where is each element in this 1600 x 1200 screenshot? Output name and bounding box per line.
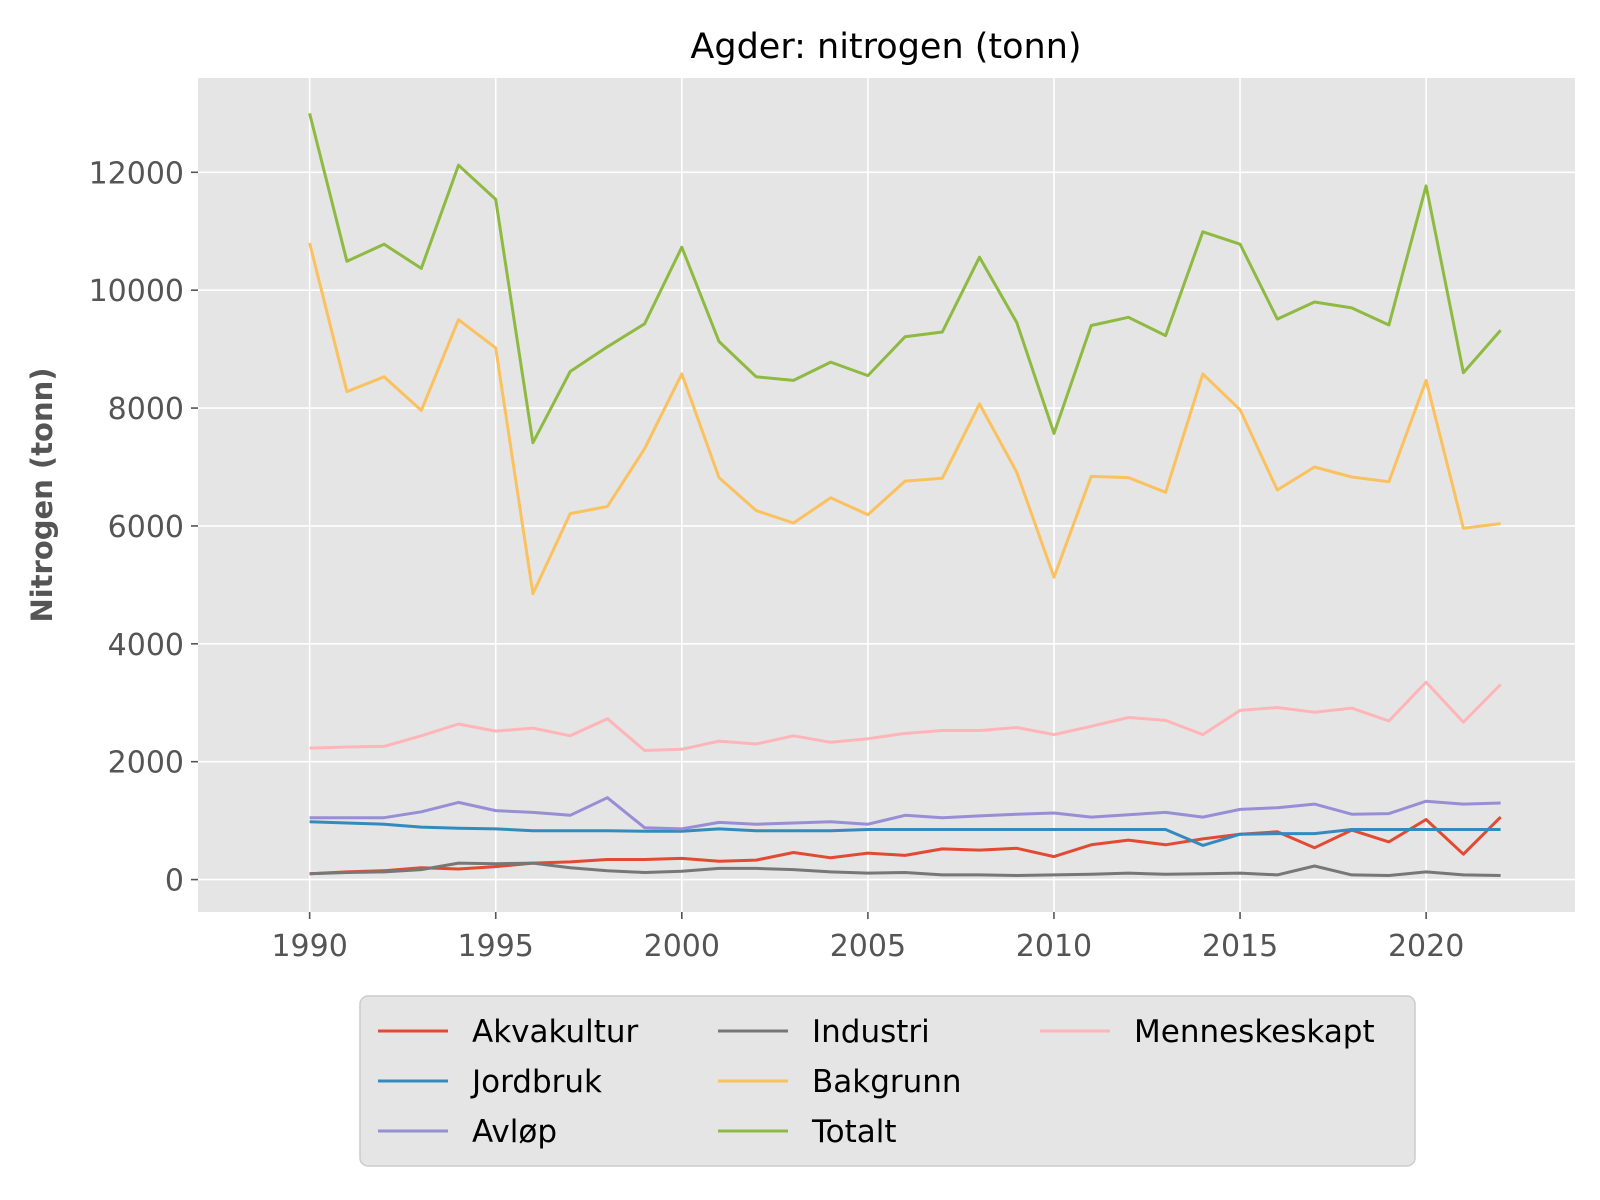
y-tick-label: 0: [165, 864, 184, 899]
series-line-menneskeskapt: [309, 680, 1502, 752]
chart-title: Agder: nitrogen (tonn): [690, 27, 1081, 67]
y-tick-label: 8000: [108, 392, 184, 427]
series-line-totalt: [308, 113, 1502, 445]
x-tick-label: 2015: [1202, 929, 1278, 964]
x-axis-ticks: 1990 1995 2000 2005 2010 2015 2020: [271, 912, 1464, 964]
y-axis-label: Nitrogen (tonn): [25, 367, 59, 622]
legend: Akvakultur Jordbruk Avløp Industri Bakgrunn T…: [359, 995, 1416, 1167]
legend-box: [359, 995, 1416, 1167]
series-line-avløp: [309, 796, 1501, 831]
y-tick-label: 12000: [89, 156, 184, 191]
legend-label: Menneskeskapt: [1134, 1014, 1375, 1050]
x-tick-label: 2005: [830, 929, 906, 964]
series-lines: [308, 113, 1502, 877]
plot-background: [198, 78, 1575, 912]
legend-label: Bakgrunn: [812, 1064, 962, 1100]
y-tick-label: 4000: [108, 628, 184, 663]
y-tick-label: 2000: [108, 746, 184, 781]
x-tick-label: 2000: [644, 929, 720, 964]
legend-label: Jordbruk: [470, 1064, 602, 1100]
y-tick-label: 10000: [89, 274, 184, 309]
x-tick-label: 1990: [271, 929, 347, 964]
legend-label: Totalt: [811, 1114, 897, 1150]
series-line-industri: [309, 861, 1501, 877]
grid-lines: [198, 78, 1575, 912]
x-tick-label: 1995: [458, 929, 534, 964]
x-tick-label: 2010: [1016, 929, 1092, 964]
series-line-akvakultur: [309, 816, 1502, 876]
legend-label: Avløp: [472, 1114, 557, 1150]
legend-label: Industri: [812, 1014, 930, 1050]
series-line-bakgrunn: [308, 242, 1501, 596]
y-axis-ticks: 0 2000 4000 6000 8000 10000 12000: [89, 156, 198, 899]
series-line-jordbruk: [309, 820, 1501, 847]
legend-label: Akvakultur: [472, 1014, 639, 1050]
y-tick-label: 6000: [108, 510, 184, 545]
x-tick-label: 2020: [1388, 929, 1464, 964]
legend-items: Akvakultur Jordbruk Avløp Industri Bakgrunn T…: [378, 1014, 1375, 1150]
